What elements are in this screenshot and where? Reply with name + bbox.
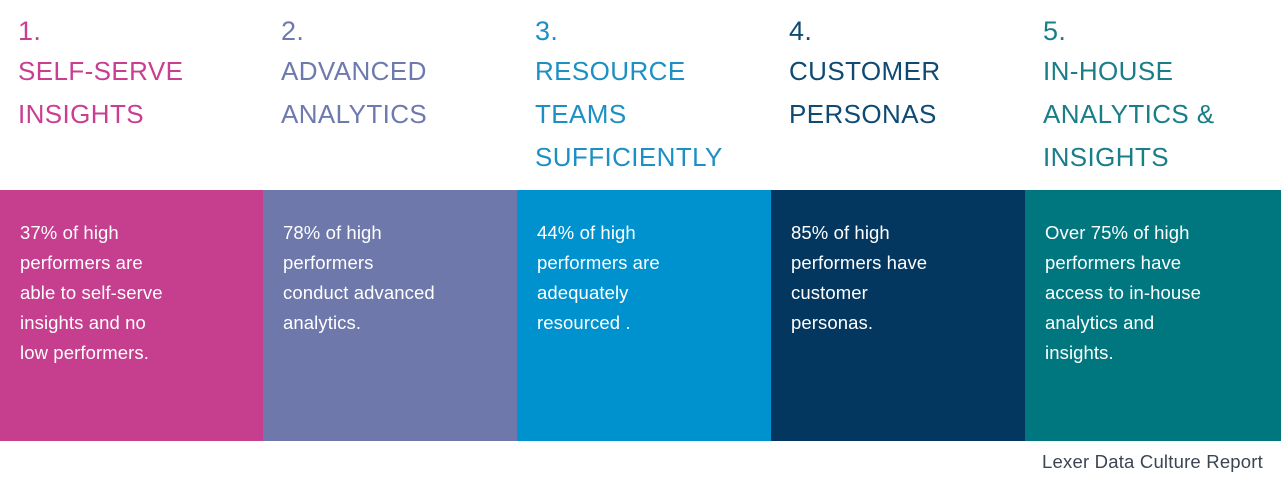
- header-cell-4: 4. CUSTOMER PERSONAS: [771, 0, 1025, 190]
- header-cell-1: 1. SELF-SERVE INSIGHTS: [0, 0, 263, 190]
- header-number-2: 2.: [281, 16, 305, 46]
- stat-panel-3: 44% of high performers are adequately re…: [517, 190, 771, 441]
- footer-attribution: Lexer Data Culture Report: [1042, 451, 1263, 472]
- header-number-5: 5.: [1043, 16, 1067, 46]
- stat-text-5: Over 75% of high performers have access …: [1045, 222, 1202, 363]
- header-title-2: ADVANCED ANALYTICS: [281, 56, 428, 129]
- stat-text-3: 44% of high performers are adequately re…: [537, 222, 660, 333]
- header-title-5: IN-HOUSE ANALYTICS & INSIGHTS: [1043, 56, 1215, 172]
- header-title-4: CUSTOMER PERSONAS: [789, 56, 941, 129]
- header-number-4: 4.: [789, 16, 813, 46]
- headers-row: 1. SELF-SERVE INSIGHTS 2. ADVANCED ANALY…: [0, 0, 1281, 190]
- header-cell-3: 3. RESOURCE TEAMS SUFFICIENTLY: [517, 0, 771, 190]
- stat-panel-2: 78% of high performers conduct advanced …: [263, 190, 517, 441]
- stat-panel-1: 37% of high performers are able to self-…: [0, 190, 263, 441]
- stat-text-2: 78% of high performers conduct advanced …: [283, 222, 435, 333]
- header-cell-5: 5. IN-HOUSE ANALYTICS & INSIGHTS: [1025, 0, 1281, 190]
- header-number-3: 3.: [535, 16, 559, 46]
- stat-text-4: 85% of high performers have customer per…: [791, 222, 928, 333]
- header-cell-2: 2. ADVANCED ANALYTICS: [263, 0, 517, 190]
- header-title-1: SELF-SERVE INSIGHTS: [18, 56, 184, 129]
- header-number-1: 1.: [18, 16, 42, 46]
- stat-panel-5: Over 75% of high performers have access …: [1025, 190, 1281, 441]
- header-title-3: RESOURCE TEAMS SUFFICIENTLY: [535, 56, 723, 172]
- stat-panels-row: 37% of high performers are able to self-…: [0, 190, 1281, 441]
- footer: Lexer Data Culture Report: [0, 441, 1281, 483]
- stat-text-1: 37% of high performers are able to self-…: [20, 222, 163, 363]
- stat-panel-4: 85% of high performers have customer per…: [771, 190, 1025, 441]
